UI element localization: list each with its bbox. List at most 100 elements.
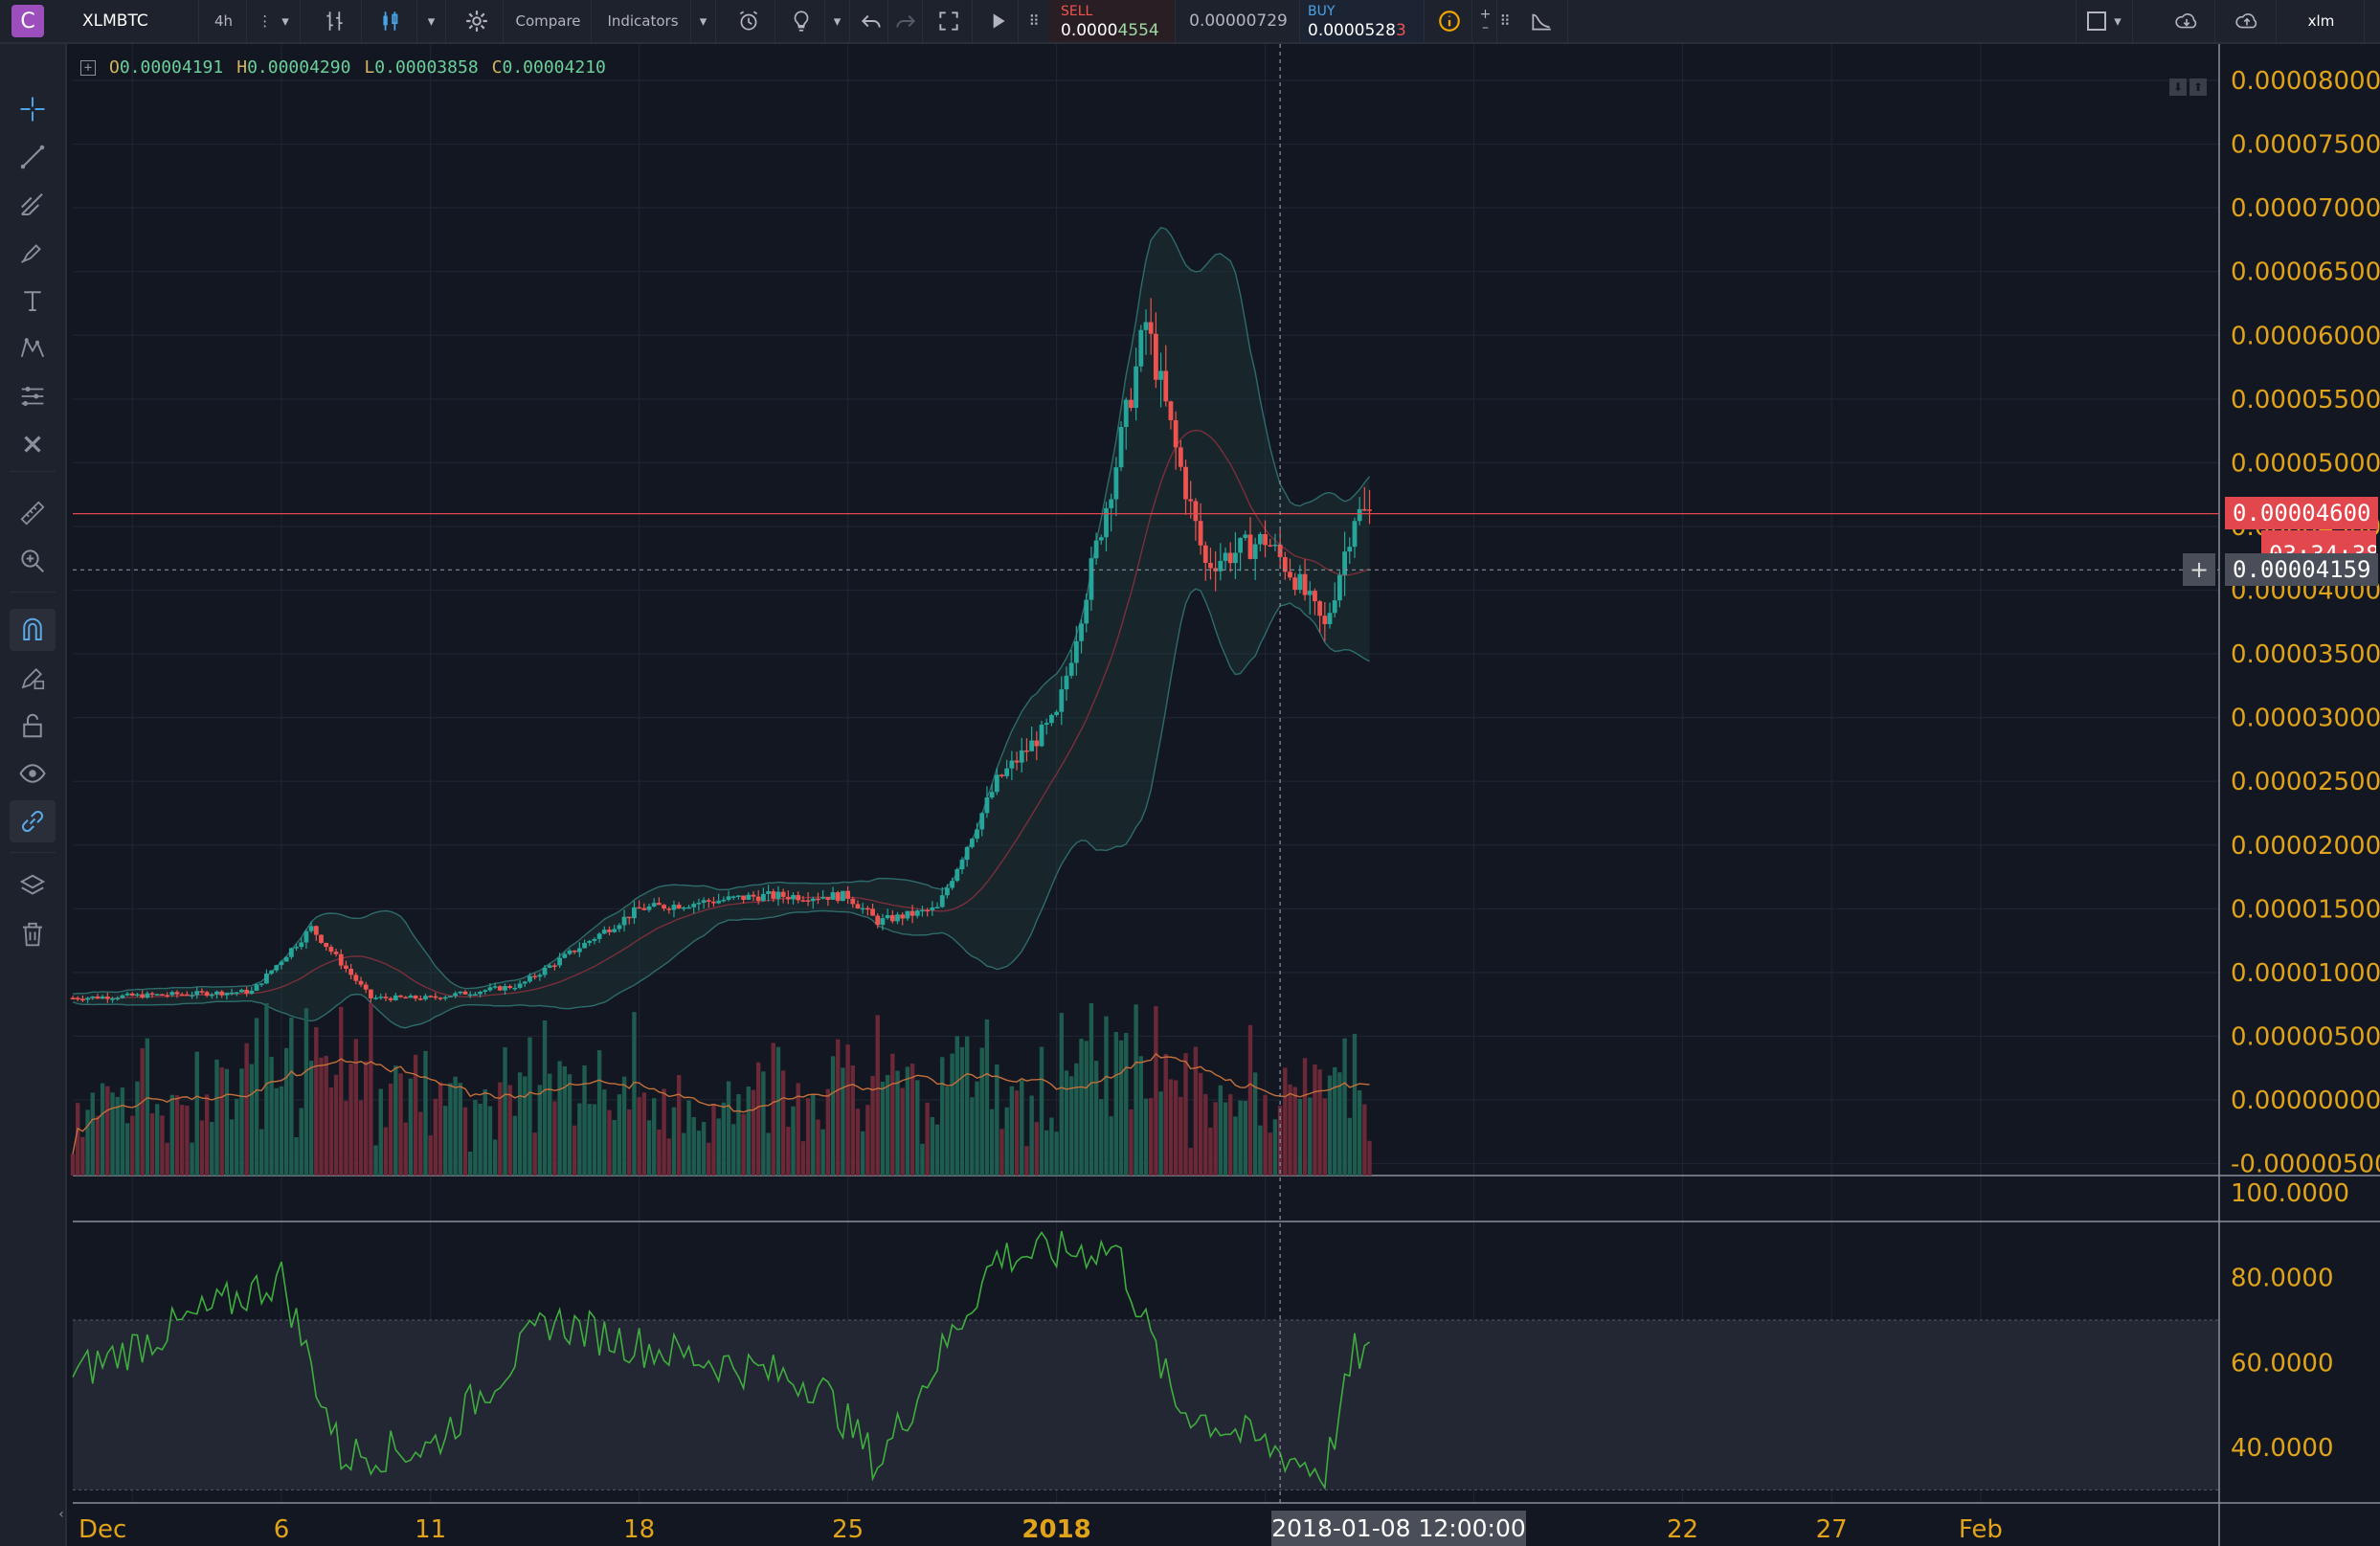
- volume-bar-up: [303, 1008, 309, 1176]
- lock-drawings-toggle[interactable]: [10, 705, 56, 747]
- crosshair-date-label: 2018-01-08 12:00:00: [1271, 1511, 1526, 1546]
- pane-move-buttons[interactable]: ⬇ ⬆: [2169, 78, 2207, 96]
- info-button[interactable]: [1426, 0, 1472, 42]
- pattern-tool[interactable]: [10, 327, 56, 370]
- drag-handle[interactable]: ⠿: [1026, 0, 1042, 42]
- volume-bar-up: [483, 1088, 487, 1176]
- candles-icon: [382, 11, 397, 31]
- alert-button[interactable]: [722, 0, 775, 42]
- app-logo[interactable]: C: [4, 0, 52, 42]
- candle-up: [914, 910, 920, 916]
- load-layout-button[interactable]: [2158, 0, 2215, 42]
- candle-up: [110, 998, 115, 1000]
- candle-up: [1004, 768, 1010, 776]
- candle-up: [512, 987, 518, 990]
- volume-bar-up: [959, 1046, 965, 1176]
- interval-dropdown[interactable]: ⋮ ▾: [247, 0, 301, 42]
- candle-up: [716, 900, 722, 904]
- sell-label: SELL: [1061, 4, 1093, 19]
- arrow-up-icon[interactable]: ⬆: [2189, 78, 2207, 96]
- replay-button[interactable]: [977, 0, 1019, 42]
- sell-price-main: 0.0000: [1061, 21, 1118, 40]
- save-layout-button[interactable]: [2217, 0, 2277, 42]
- volume-bar-down: [845, 1044, 850, 1176]
- candle-down: [1173, 419, 1179, 448]
- candle-up: [373, 997, 378, 999]
- candle-up: [294, 947, 299, 949]
- collapse-sidebar-button[interactable]: ‹: [56, 1493, 67, 1535]
- candle-down: [741, 895, 747, 900]
- zoom-tool[interactable]: [10, 540, 56, 582]
- volume-bar-down: [165, 1142, 169, 1176]
- add-alert-button[interactable]: +: [2183, 553, 2215, 586]
- chart-type-dropdown[interactable]: ▾: [417, 0, 446, 42]
- candles-style-button[interactable]: [364, 0, 417, 42]
- time-tick-label: 25: [832, 1515, 864, 1544]
- volume-bar-up: [682, 1132, 686, 1176]
- chevron-down-icon: ▾: [833, 12, 842, 30]
- hide-drawings-toggle[interactable]: [10, 752, 56, 795]
- undo-button[interactable]: [854, 0, 888, 42]
- pitchfork-tool[interactable]: [10, 184, 56, 226]
- candle-up: [522, 981, 528, 984]
- stay-in-drawing-mode-toggle[interactable]: [10, 657, 56, 699]
- candle-down: [184, 994, 190, 997]
- sync-drawings-toggle[interactable]: [10, 800, 56, 842]
- symbol-input[interactable]: XLMBTC: [73, 0, 199, 42]
- sell-button[interactable]: SELL 0.00004554: [1049, 0, 1176, 42]
- arrow-down-icon[interactable]: ⬇: [2169, 78, 2187, 96]
- candle-down: [1208, 563, 1213, 569]
- layout-button[interactable]: ▾: [2076, 0, 2133, 42]
- trend-line-tool[interactable]: [10, 136, 56, 178]
- bar-style-button[interactable]: [308, 0, 362, 42]
- candle-down: [607, 930, 612, 932]
- measure-tool[interactable]: [10, 492, 56, 534]
- candle-down: [1282, 556, 1288, 572]
- settings-button[interactable]: [450, 0, 504, 42]
- volume-bar-up: [934, 1124, 940, 1176]
- object-tree-button[interactable]: [10, 865, 56, 907]
- magnet-mode-toggle[interactable]: [10, 609, 56, 651]
- chevron-down-icon: ▾: [281, 12, 289, 30]
- expand-legend-icon[interactable]: +: [80, 59, 96, 76]
- candle-down: [855, 904, 861, 909]
- buy-button[interactable]: BUY 0.00005283: [1300, 0, 1425, 42]
- candle-up: [1337, 574, 1342, 601]
- candle-down: [199, 991, 205, 993]
- volume-bar-up: [1252, 1072, 1258, 1176]
- rsi-pane[interactable]: [72, 1230, 1371, 1490]
- ideas-button[interactable]: [777, 0, 825, 42]
- brush-tool[interactable]: [10, 232, 56, 274]
- depth-button[interactable]: [1515, 0, 1568, 42]
- candle-down: [244, 989, 250, 994]
- volume-bar-up: [1099, 1099, 1104, 1176]
- rsi-tick-label: 60.0000: [2231, 1349, 2334, 1378]
- crosshair-tool[interactable]: [10, 88, 56, 130]
- fullscreen-button[interactable]: [925, 0, 973, 42]
- candlestick-series[interactable]: [70, 298, 1372, 1003]
- redo-button[interactable]: [888, 0, 923, 42]
- bollinger-upper: [72, 227, 1371, 995]
- candle-up: [537, 975, 543, 977]
- candle-down: [413, 996, 418, 999]
- magnet-icon: [23, 617, 42, 640]
- delete-all-button[interactable]: [10, 913, 56, 955]
- volume-bar-up: [621, 1076, 627, 1176]
- sidebar-divider: [10, 592, 56, 593]
- text-tool[interactable]: [10, 280, 56, 322]
- interval-button[interactable]: 4h: [201, 0, 247, 42]
- quantity-stepper[interactable]: + –: [1474, 0, 1497, 42]
- prediction-tool[interactable]: [10, 375, 56, 417]
- candle-up: [100, 997, 105, 998]
- spread-value: 0.00000729: [1178, 0, 1300, 42]
- remove-drawings-tool[interactable]: [10, 423, 56, 465]
- candle-up: [254, 984, 259, 991]
- account-button[interactable]: xlm: [2279, 0, 2365, 42]
- ideas-dropdown[interactable]: ▾: [825, 0, 850, 42]
- indicators-dropdown[interactable]: ▾: [691, 0, 716, 42]
- candle-down: [637, 907, 642, 909]
- indicators-button[interactable]: Indicators: [595, 0, 691, 42]
- compare-button[interactable]: Compare: [505, 0, 592, 42]
- drag-handle-2[interactable]: ⠿: [1497, 0, 1513, 42]
